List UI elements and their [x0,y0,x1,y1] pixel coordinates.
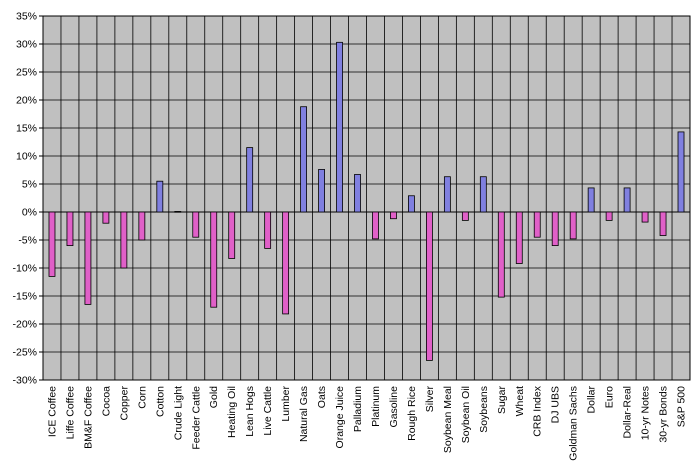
x-tick-label: Gasoline [388,386,400,428]
x-tick-label: Sugar [496,386,508,415]
bar-lean-hogs [246,147,254,213]
x-tick-label: Dollar [586,386,598,414]
bar-bm-f-coffee [84,211,92,305]
x-axis-ticks: ICE Coffee Liffe Coffee BM&F Coffee Cocoa Co… [46,385,687,460]
bar-crude-light [174,211,182,213]
bar-dj-ubs [551,211,559,246]
x-tick-label: Heating Oil [226,386,238,438]
bar-palladium [354,174,361,213]
x-tick-label: Live Cattle [262,386,274,436]
bar-cocoa [102,211,110,224]
x-tick-label: BM&F Coffee [82,386,94,449]
bar-10-yr-notes [641,211,649,223]
gridlines [42,15,691,381]
x-tick-label: Euro [604,386,616,408]
y-tick-label: 0% [22,207,37,219]
bar-heating-oil [228,211,236,259]
bar-sugar [497,211,505,298]
bar-wheat [515,211,523,264]
x-tick-label: Natural Gas [298,386,310,442]
x-tick-label: 10-yr Notes [640,386,652,440]
y-tick-label: -20% [12,319,37,331]
bar-natural-gas [300,106,307,213]
x-tick-label: Copper [118,386,130,421]
x-tick-label: DJ UBS [550,386,562,423]
bar-dollar [587,187,595,213]
bar-copper [120,211,128,269]
y-tick-label: 30% [16,39,37,51]
x-tick-label: Cotton [154,386,166,417]
x-tick-label: Gold [208,386,220,408]
x-tick-label: Lumber [280,386,292,422]
bar-gold [210,211,218,308]
x-tick-label: Lean Hogs [244,386,256,437]
bar-soybean-meal [443,176,451,213]
bar-30-yr-bonds [659,211,667,236]
bar-feeder-cattle [192,211,200,238]
bar-oats [318,169,325,213]
bars [48,41,685,361]
y-tick-label: -25% [12,347,37,359]
bar-corn [138,211,146,241]
x-tick-label: Rough Rice [406,386,418,441]
y-tick-label: -10% [12,263,37,275]
y-tick-label: 15% [16,123,37,135]
bar-orange-juice [336,41,343,213]
x-tick-label: S&P 500 [676,386,688,427]
x-tick-label: ICE Coffee [46,386,58,437]
x-tick-label: Feeder Cattle [190,386,202,450]
bar-dollar-real [623,187,631,213]
y-tick-label: -30% [12,375,37,387]
x-tick-label: Orange Juice [334,386,346,449]
x-tick-label: Cocoa [100,386,112,417]
x-tick-label: Crude Light [172,386,184,440]
bar-goldman-sachs [569,211,577,240]
y-tick-label: -15% [12,291,37,303]
bar-soybean-oil [461,211,469,221]
x-tick-label: Goldman Sachs [568,386,580,461]
y-axis-ticks: -30% -25% -20% -15% -10% -5% 0% 5% 10% 15% 20% 25% 3… [12,11,43,387]
bar-live-cattle [264,211,272,249]
y-tick-label: 20% [16,95,37,107]
x-tick-label: Dollar-Real [622,386,634,439]
x-tick-label: Wheat [514,386,526,416]
bar-silver [426,211,433,361]
bar-lumber [282,211,290,315]
bar-ice-coffee [48,211,56,277]
bar-liffe-coffee [66,211,74,246]
x-tick-label: Soybeans [478,386,490,433]
y-tick-label: 35% [16,11,37,23]
bar-platinum [372,211,379,240]
x-tick-label: 30-yr Bonds [658,386,670,443]
y-tick-label: -5% [18,235,37,247]
x-tick-label: Oats [316,386,328,408]
bar-gasoline [390,211,397,220]
x-tick-label: Corn [136,386,148,409]
bar-euro [605,211,613,221]
y-tick-label: 5% [22,179,37,191]
y-tick-label: 25% [16,67,37,79]
x-tick-label: Silver [424,386,436,413]
x-tick-label: Soybean Oil [460,386,472,443]
bar-rough-rice [408,195,415,213]
bar-cotton [156,180,164,213]
x-tick-label: CRB Index [532,385,544,437]
bar-crb-index [533,211,541,238]
x-tick-label: Liffe Coffee [64,386,76,439]
x-tick-label: Soybean Meal [442,386,454,453]
x-tick-label: Platinum [370,386,382,427]
x-tick-label: Palladium [352,386,364,432]
bar-soybeans [479,176,487,213]
y-tick-label: 10% [16,151,37,163]
bar-s-p-500 [677,131,685,213]
